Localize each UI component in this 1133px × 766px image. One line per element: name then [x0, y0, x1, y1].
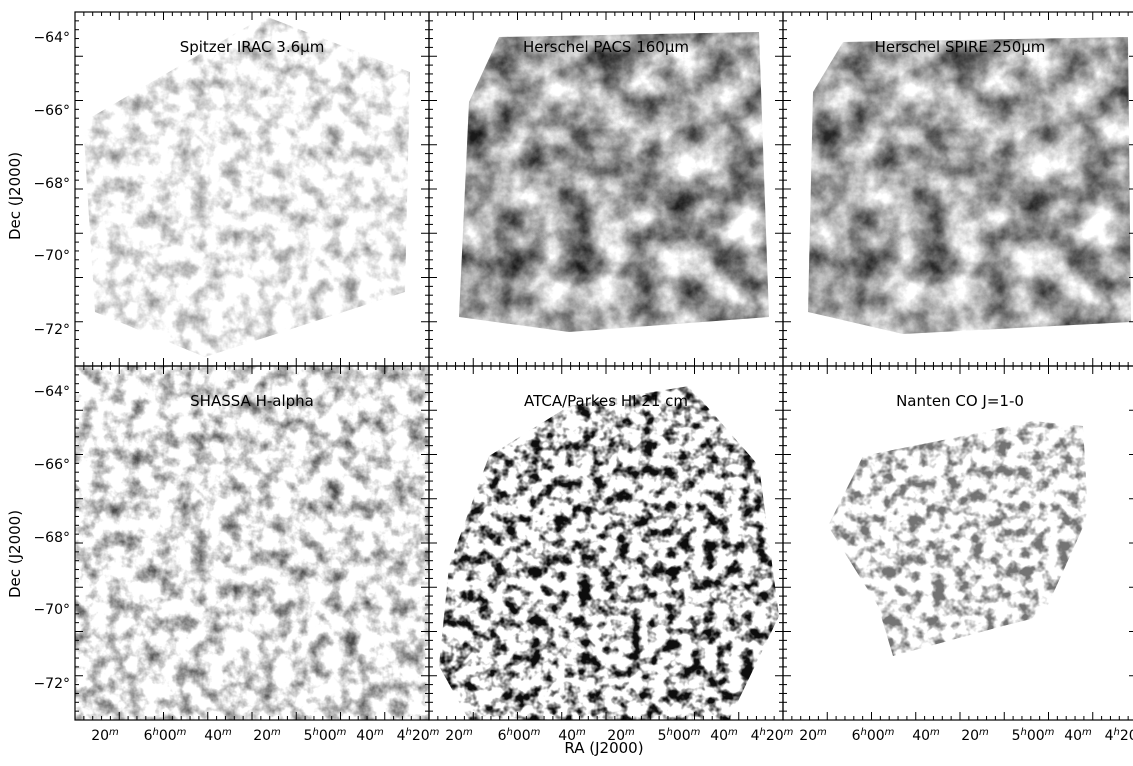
x-tick-label: 40m — [356, 727, 384, 745]
image-panel: Spitzer IRAC 3.6μm — [74, 11, 430, 367]
panel-title: Herschel PACS 160μm — [523, 38, 689, 56]
x-tick-label: 40m — [912, 727, 940, 745]
x-tick-label: 4h20m — [751, 727, 794, 745]
x-tick-label: 20m — [961, 727, 989, 745]
x-tick-label: 6h00m — [498, 727, 541, 745]
y-tick-label: −66° — [33, 457, 70, 473]
x-axis-label: RA (J2000) — [564, 739, 643, 757]
panel-title: Spitzer IRAC 3.6μm — [180, 38, 325, 56]
panel-title: Herschel SPIRE 250μm — [875, 38, 1046, 56]
y-axis-label: Dec (J2000) — [6, 510, 24, 598]
x-tick-label: 5h00m — [658, 727, 701, 745]
x-tick-label: 40m — [204, 727, 232, 745]
image-texture — [808, 37, 1131, 334]
y-tick-label: −66° — [33, 103, 70, 119]
panel-title: ATCA/Parkes HI 21 cm — [524, 392, 688, 410]
y-tick-label: −70° — [33, 602, 70, 618]
image-texture — [439, 386, 779, 720]
y-tick-label: −68° — [33, 176, 70, 192]
image-panel: Herschel PACS 160μm — [428, 11, 784, 367]
x-tick-label: 40m — [1064, 727, 1092, 745]
y-tick-label: −72° — [33, 322, 70, 338]
x-tick-label: 40m — [710, 727, 738, 745]
image-panel: ATCA/Parkes HI 21 cm — [428, 365, 784, 721]
image-texture — [828, 421, 1088, 656]
image-panel: Nanten CO J=1-0 — [782, 365, 1133, 721]
x-tick-label: 4h20m — [1105, 727, 1133, 745]
x-tick-label: 5h00m — [1012, 727, 1055, 745]
image-texture — [75, 366, 429, 720]
y-tick-label: −64° — [33, 384, 70, 400]
x-tick-label: 20m — [253, 727, 281, 745]
y-tick-label: −68° — [33, 530, 70, 546]
image-panel: SHASSA H-alpha — [74, 365, 430, 721]
x-tick-label: 20m — [607, 727, 635, 745]
panel-title: Nanten CO J=1-0 — [896, 392, 1024, 410]
image-texture — [83, 16, 410, 357]
x-tick-label: 6h00m — [852, 727, 895, 745]
y-tick-label: −70° — [33, 248, 70, 264]
y-tick-label: −64° — [33, 30, 70, 46]
x-tick-label: 5h00m — [304, 727, 347, 745]
x-tick-label: 20m — [91, 727, 119, 745]
x-tick-label: 4h20m — [397, 727, 440, 745]
y-axis-label: Dec (J2000) — [6, 152, 24, 240]
x-tick-label: 20m — [799, 727, 827, 745]
y-tick-label: −72° — [33, 676, 70, 692]
panel-title: SHASSA H-alpha — [190, 392, 314, 410]
x-tick-label: 40m — [558, 727, 586, 745]
image-texture — [459, 32, 769, 332]
image-panel: Herschel SPIRE 250μm — [782, 11, 1133, 367]
x-tick-label: 6h00m — [144, 727, 187, 745]
x-tick-label: 20m — [445, 727, 473, 745]
